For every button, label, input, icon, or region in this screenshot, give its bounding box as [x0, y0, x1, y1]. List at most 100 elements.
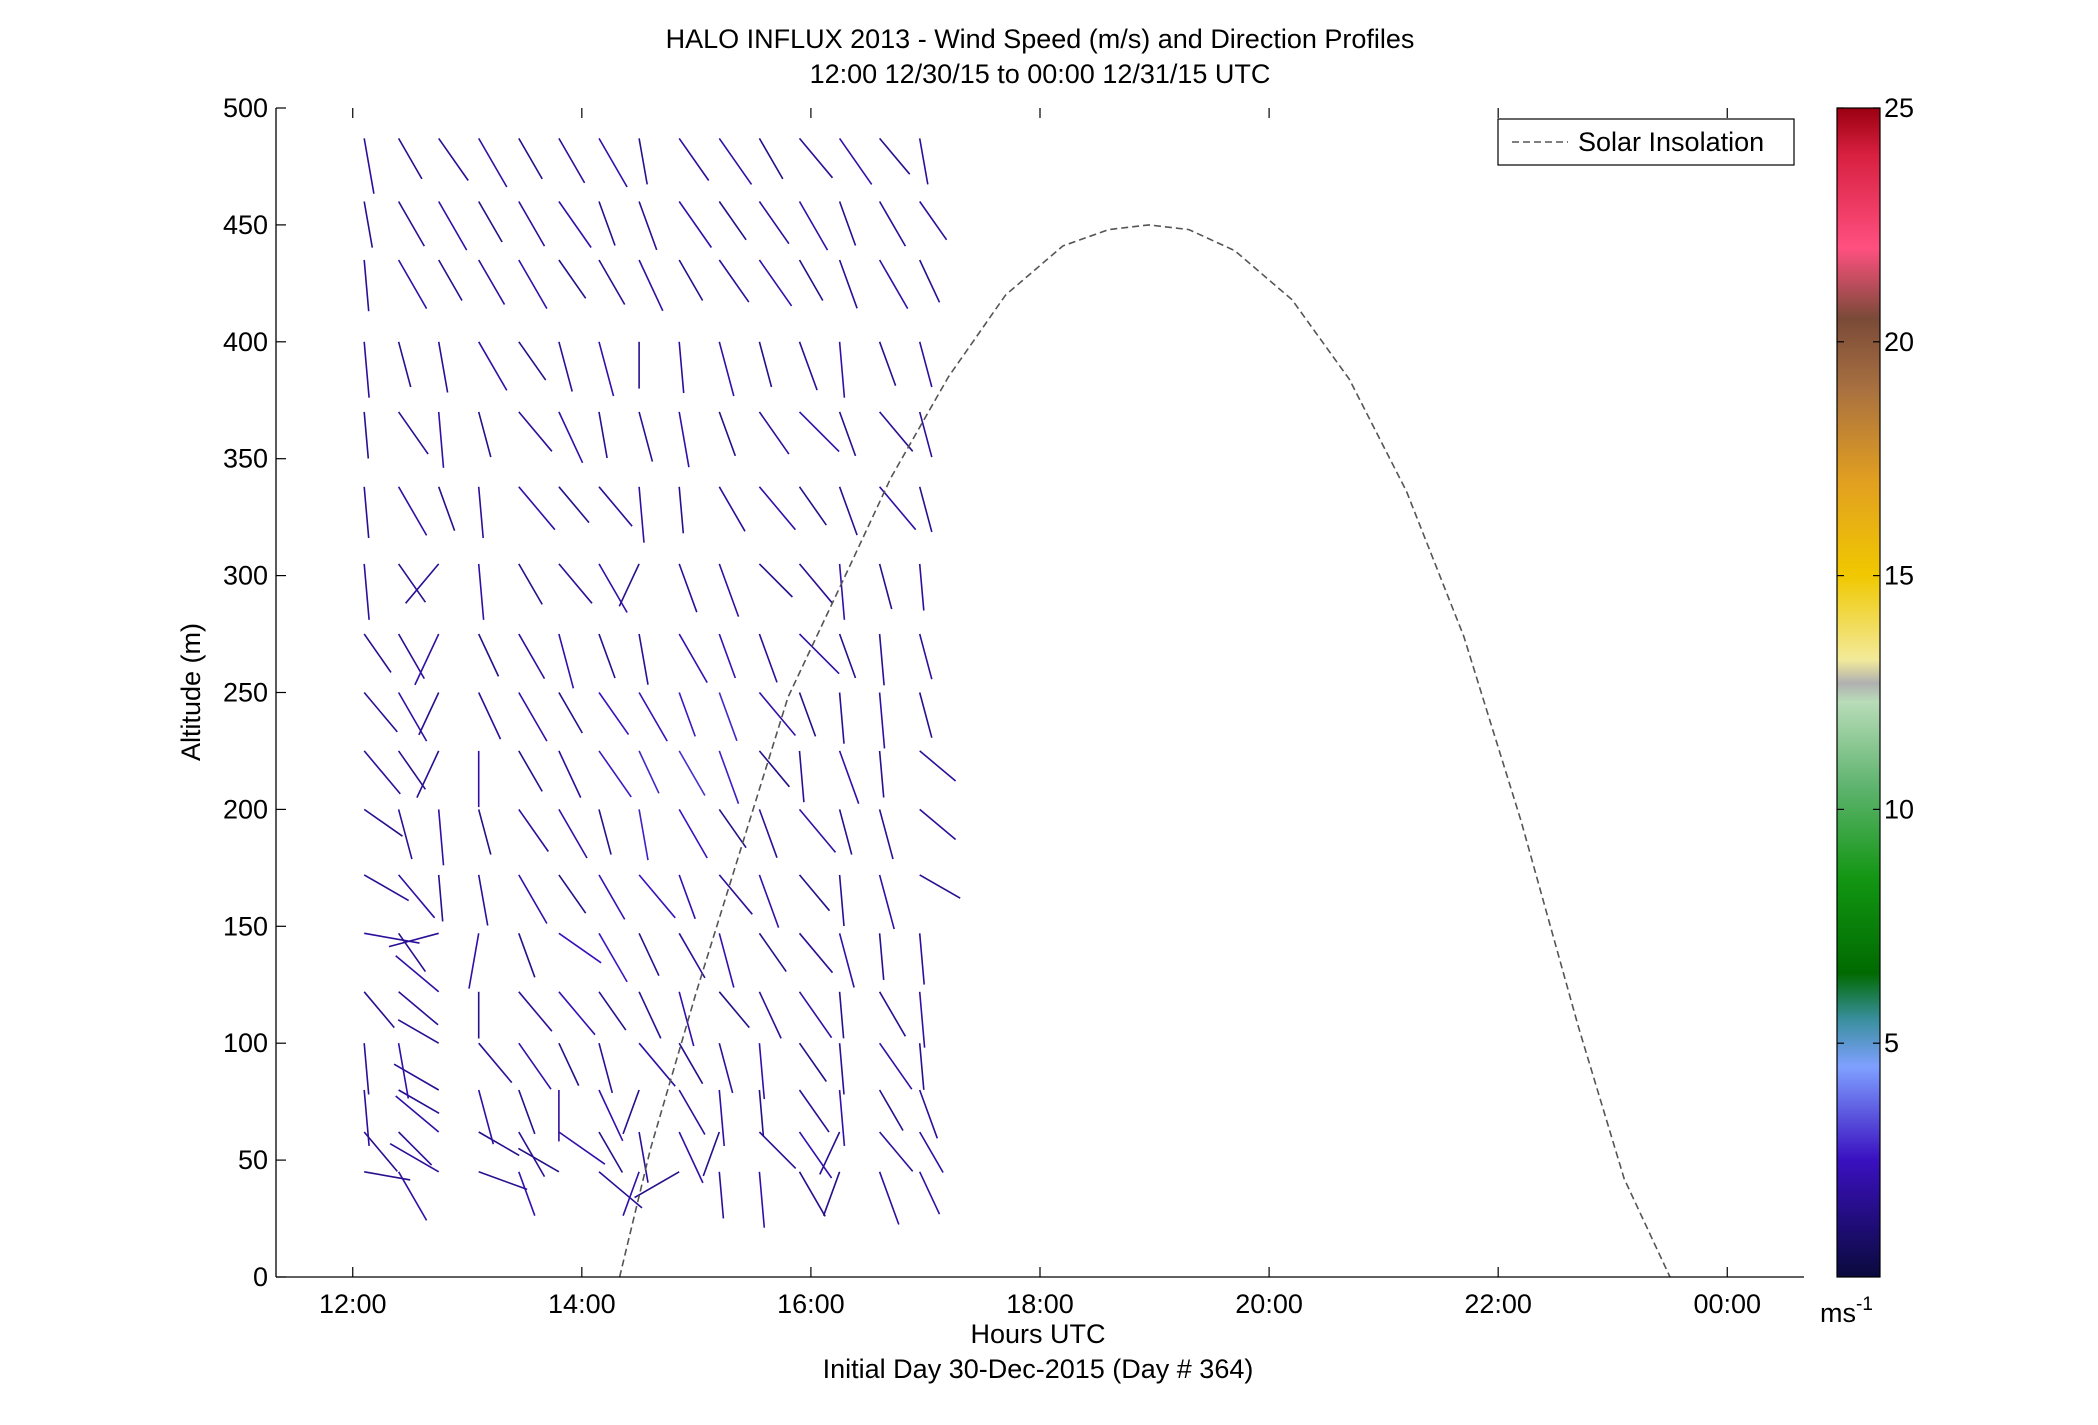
wind-barb: [518, 137, 543, 180]
colorbar-tick-label: 5: [1884, 1028, 1899, 1058]
wind-barb: [518, 633, 546, 679]
wind-barb: [518, 411, 553, 452]
wind-barb: [919, 874, 961, 899]
wind-barb: [363, 991, 395, 1029]
wind-barb: [718, 259, 750, 303]
wind-barb: [718, 750, 740, 804]
wind-barb: [437, 486, 456, 531]
wind-barb: [634, 1171, 680, 1199]
wind-barb: [838, 201, 857, 246]
wind-barb: [438, 137, 469, 181]
wind-barb: [363, 486, 370, 539]
wind-barb: [363, 259, 370, 312]
wind-barb: [478, 1171, 528, 1191]
wind-barb: [558, 486, 590, 524]
wind-barb: [518, 692, 548, 742]
wind-barb: [558, 563, 593, 604]
wind-barb: [477, 874, 489, 926]
wind-barb: [878, 341, 897, 386]
wind-barb: [918, 1043, 925, 1090]
wind-barb: [718, 563, 740, 617]
wind-barb: [918, 138, 929, 185]
wind-barb: [638, 633, 649, 685]
wind-barb: [678, 692, 696, 737]
chart-title: HALO INFLUX 2013 - Wind Speed (m/s) and …: [666, 24, 1415, 54]
wind-barb: [363, 201, 374, 248]
wind-barb: [478, 201, 503, 243]
wind-barb: [678, 486, 685, 534]
wind-barb: [558, 750, 582, 798]
wind-barb: [918, 486, 933, 533]
wind-barb: [518, 1089, 536, 1135]
wind-barb: [598, 411, 608, 459]
wind-barb: [638, 486, 645, 543]
colorbar-unit-exp: -1: [1856, 1294, 1873, 1315]
x-tick-label: 14:00: [548, 1289, 616, 1319]
wind-barb: [478, 137, 508, 188]
wind-barb: [438, 201, 468, 251]
y-tick-label: 200: [223, 794, 268, 824]
wind-barb: [598, 692, 630, 736]
wind-barb: [838, 563, 846, 620]
wind-barb: [718, 1042, 734, 1094]
wind-barb: [478, 1042, 513, 1084]
wind-barb: [798, 692, 817, 737]
colorbar-tick-group: 5 10 15 20 25: [1837, 93, 1914, 1058]
wind-barb: [558, 692, 583, 734]
wind-barb: [598, 809, 612, 855]
wind-barb: [638, 991, 662, 1039]
wind-barb: [638, 1131, 649, 1183]
wind-barb: [397, 138, 423, 180]
wind-barb: [397, 1171, 428, 1221]
wind-barb: [718, 1089, 725, 1146]
wind-barb: [918, 991, 926, 1048]
wind-barb: [878, 486, 917, 531]
wind-barb: [598, 1131, 624, 1173]
wind-barb: [798, 808, 837, 853]
wind-barb: [919, 201, 948, 241]
wind-barb: [678, 1131, 704, 1184]
wind-barb: [518, 1042, 552, 1090]
y-tick-label: 500: [223, 93, 268, 123]
wind-barb: [678, 874, 696, 920]
wind-barb: [798, 932, 834, 974]
x-tick-label: 00:00: [1693, 1289, 1761, 1319]
wind-barb: [598, 633, 616, 679]
x-tick-label: 22:00: [1464, 1289, 1532, 1319]
wind-barb: [622, 1089, 640, 1135]
wind-barb: [638, 932, 660, 977]
wind-barb: [758, 259, 793, 307]
wind-barb: [878, 809, 894, 860]
wind-barb: [718, 137, 753, 185]
wind-barb: [558, 1042, 580, 1086]
wind-barb: [718, 933, 735, 988]
wind-barb: [678, 341, 685, 394]
y-tick-label: 150: [223, 911, 268, 941]
wind-barb: [838, 137, 873, 185]
wind-barb: [416, 750, 440, 798]
wind-barb: [363, 808, 403, 837]
wind-barb: [838, 991, 845, 1039]
wind-barb: [395, 1095, 440, 1133]
colorbar-unit-base: ms: [1820, 1298, 1856, 1328]
wind-barb: [638, 750, 660, 794]
wind-barb: [598, 341, 615, 397]
legend-label: Solar Insolation: [1578, 127, 1764, 157]
wind-barb: [477, 692, 502, 740]
wind-barb: [758, 341, 773, 388]
wind-barb: [638, 692, 668, 742]
wind-barb: [798, 991, 833, 1039]
wind-barb: [758, 809, 778, 858]
wind-barb: [758, 201, 790, 245]
wind-barb: [678, 1089, 706, 1135]
wind-barb: [638, 809, 649, 861]
wind-barb: [678, 633, 708, 683]
wind-barb: [363, 411, 370, 459]
wind-barb: [398, 991, 439, 1026]
wind-barb: [437, 874, 444, 922]
x-axis-label-secondary: Initial Day 30-Dec-2015 (Day # 364): [823, 1354, 1254, 1384]
wind-barb: [702, 1131, 721, 1177]
wind-barb: [397, 341, 412, 388]
wind-barb: [363, 1089, 370, 1146]
